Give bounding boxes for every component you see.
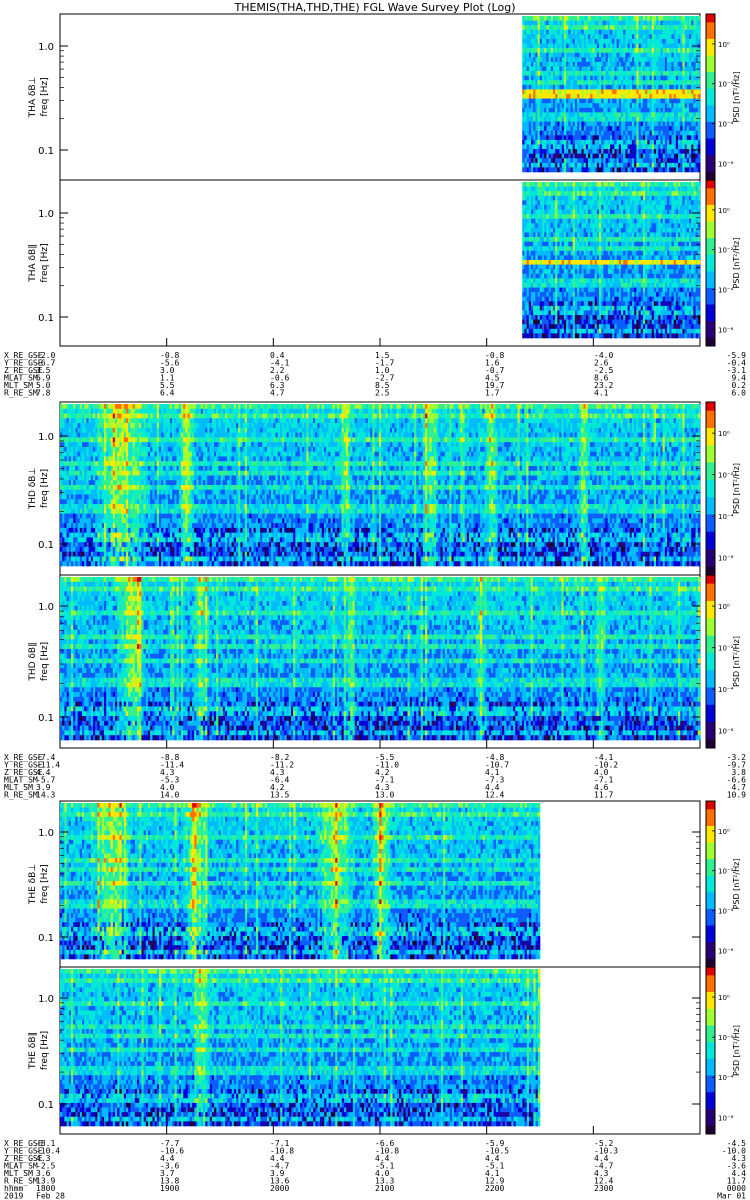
ephemeris-value: 1900 [160,1184,179,1193]
ephemeris-value: 7.8 [36,389,51,398]
ephemeris-label: R_RE_SM [4,389,38,398]
panel-ylabel: THD δB∥ [28,642,38,681]
y-tick-label: 0.1 [38,540,54,551]
panel-units: freq [Hz] [40,1031,50,1070]
ephemeris-value: 2300 [594,1184,613,1193]
ephemeris-value: 2200 [485,1184,504,1193]
ephemeris-value: 1.7 [485,389,500,398]
ephemeris-value: 14.3 [36,791,55,800]
ephemeris-value: 13.0 [375,791,394,800]
colorbar-tick: 10⁻⁶ [718,728,734,736]
colorbar-tick: 10⁰ [718,603,730,611]
colorbar-label: PSD [nT²/Hz] [732,1025,741,1076]
y-tick-label: 0.1 [38,146,54,157]
y-tick-label: 1.0 [38,828,54,839]
colorbar-label: PSD [nT²/Hz] [732,636,741,687]
ephemeris-value: 2.5 [375,389,390,398]
ephemeris-block-3: X_RE_GSE-8.1 -7.7 -7.1 -6.6 -5.9 -5.2 -4.5Y_RE… [4,1139,746,1200]
ephemeris-value: 14.0 [160,791,179,800]
y-tick-label: 1.0 [38,432,54,443]
ephemeris-value: 4.7 [270,389,285,398]
ephemeris-value: 2100 [375,1184,394,1193]
colorbar-tick: 10⁻⁶ [718,555,734,563]
ephemeris-value: 10.9 [727,791,746,800]
spectrogram-cells [60,803,540,959]
panel-units: freq [Hz] [40,77,50,116]
colorbar-tick: 10⁻⁶ [718,947,734,955]
panel-units: freq [Hz] [40,642,50,681]
ephemeris-label: 2019 [4,1192,23,1200]
ephemeris-value: 6.4 [160,389,175,398]
panel-units: freq [Hz] [40,469,50,508]
y-tick-label: 0.1 [38,713,54,724]
spectrogram-cells [60,969,540,1126]
colorbar-label: PSD [nT²/Hz] [732,238,741,289]
panel-ylabel: THE δB∥ [28,1032,38,1070]
y-tick-label: 1.0 [38,209,54,220]
colorbar-tick: 10⁰ [718,430,730,438]
ephemeris-value: Mar 01 [717,1192,746,1200]
spectrogram-cells [522,182,700,338]
ephemeris-block-1: X_RE_GSE-2.0 -0.8 0.4 1.5 -0.8 -4.0 -5.9Y_RE_G… [4,351,746,398]
ephemeris-value: 13.5 [270,791,289,800]
colorbar-tick: 10⁻⁶ [718,1114,734,1122]
panel-units: freq [Hz] [40,864,50,903]
y-tick-label: 0.1 [38,1100,54,1111]
panel-ylabel: THD δB⊥ [28,468,38,511]
y-tick-label: 0.1 [38,313,54,324]
ephemeris-block-2: X_RE_GSE-7.4 -8.8 -8.2 -5.5 -4.8 -4.1 -3.2Y_RE… [4,753,746,800]
panel-ylabel: THA δB⊥ [28,76,38,118]
panel-ylabel: THA δB∥ [28,244,38,282]
colorbar-tick: 10⁰ [718,828,730,836]
ephemeris-value: 6.0 [732,389,747,398]
y-tick-label: 0.1 [38,933,54,944]
ephemeris-value: 12.4 [485,791,504,800]
spectrogram-cells [60,577,700,740]
y-tick-label: 1.0 [38,42,54,53]
y-tick-label: 1.0 [38,994,54,1005]
ephemeris-value: 4.1 [594,389,609,398]
colorbar-label: PSD [nT²/Hz] [732,859,741,910]
colorbar-label: PSD [nT²/Hz] [732,463,741,514]
spectrogram-cells [60,404,700,566]
colorbar-tick: 10⁰ [718,41,730,49]
spectrogram-cells [522,16,700,172]
ephemeris-value: 11.7 [594,791,613,800]
colorbar-tick: 10⁻⁶ [718,326,734,334]
colorbar-tick: 10⁰ [718,207,730,215]
colorbar-label: PSD [nT²/Hz] [732,72,741,123]
ephemeris-value: Feb 28 [36,1192,65,1200]
colorbar-tick: 10⁰ [718,994,730,1002]
y-tick-label: 1.0 [38,602,54,613]
ephemeris-label: R_RE_SM [4,791,38,800]
colorbar-tick: 10⁻⁶ [718,160,734,168]
panel-ylabel: THE δB⊥ [28,864,38,905]
ephemeris-value: 2000 [270,1184,289,1193]
panel-units: freq [Hz] [40,243,50,282]
